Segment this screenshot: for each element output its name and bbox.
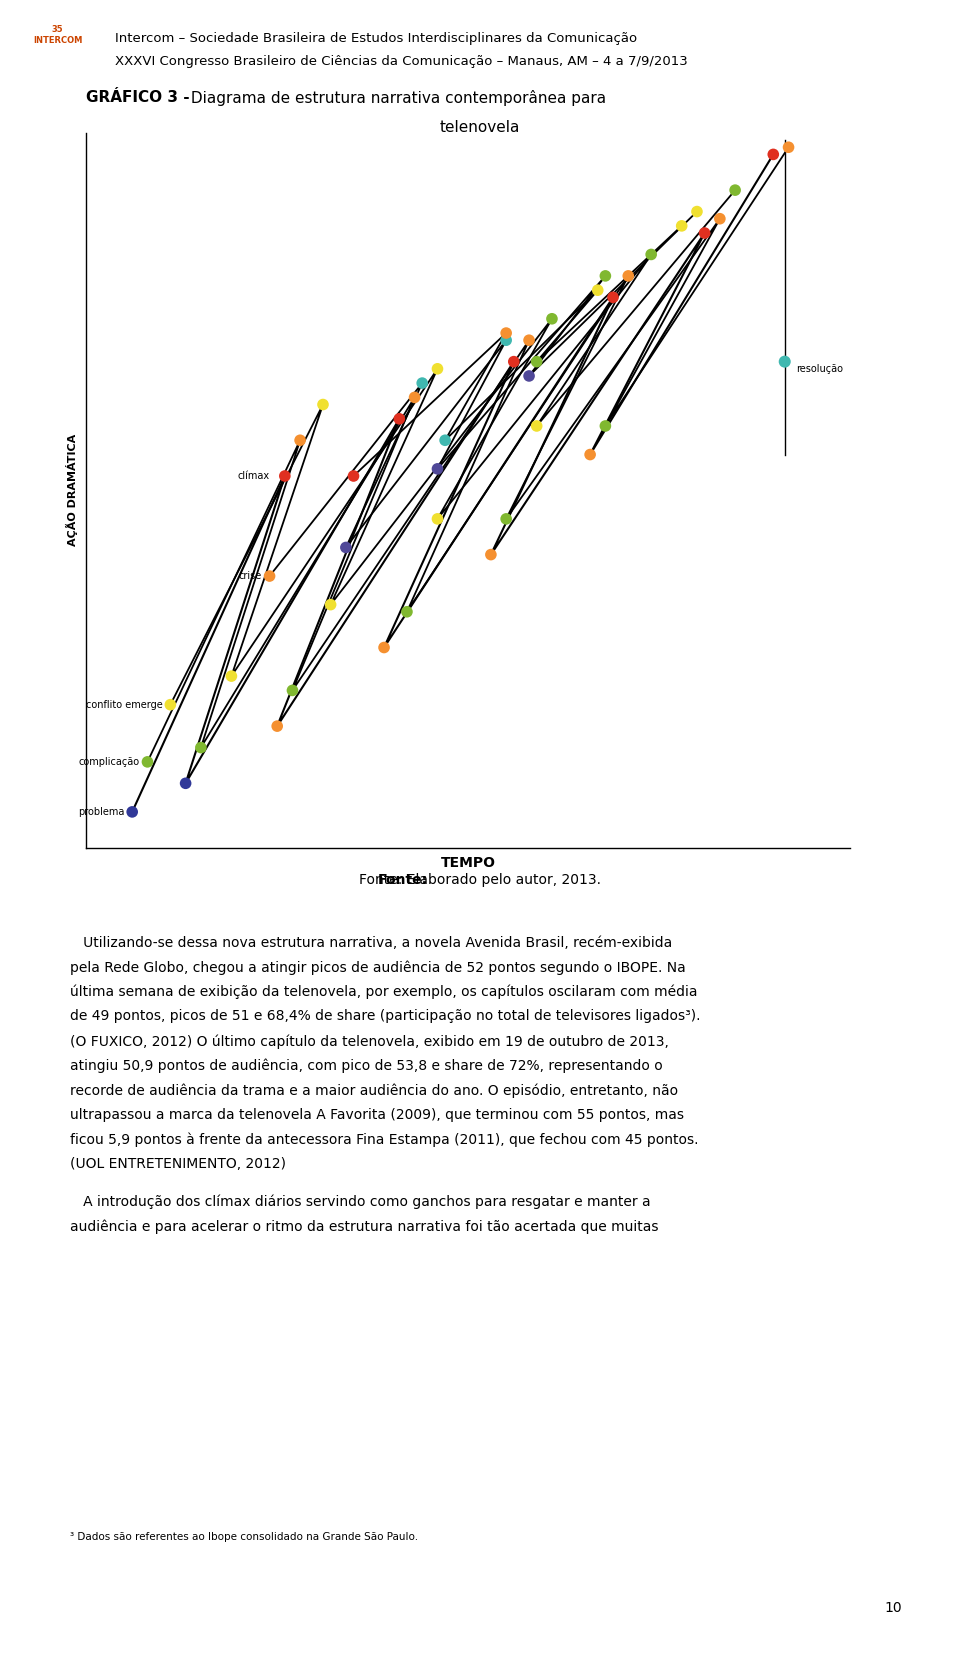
Point [285, 676, 300, 703]
Text: problema: problema [78, 806, 125, 818]
Point [766, 141, 781, 168]
Point [590, 278, 606, 304]
Text: ultrapassou a marca da telenovela A Favorita (2009), que terminou com 55 pontos,: ultrapassou a marca da telenovela A Favo… [70, 1109, 684, 1122]
Text: telenovela: telenovela [440, 120, 520, 135]
Point [399, 598, 415, 625]
Point [140, 748, 156, 774]
Point [125, 799, 140, 826]
Text: recorde de audiência da trama e a maior audiência do ano. O episódio, entretanto: recorde de audiência da trama e a maior … [70, 1084, 678, 1099]
Point [498, 319, 514, 346]
Point [293, 427, 308, 454]
Point [777, 349, 792, 376]
Point [529, 412, 544, 439]
Text: última semana de exibição da telenovela, por exemplo, os capítulos oscilaram com: última semana de exibição da telenovela,… [70, 986, 698, 999]
Text: XXXVI Congresso Brasileiro de Ciências da Comunicação – Manaus, AM – 4 a 7/9/201: XXXVI Congresso Brasileiro de Ciências d… [115, 55, 688, 68]
Text: complicação: complicação [79, 756, 140, 766]
Point [712, 206, 728, 233]
Point [606, 284, 621, 311]
Point [529, 349, 544, 376]
Point [506, 349, 521, 376]
Text: conflito emerge: conflito emerge [86, 700, 162, 710]
Text: GRÁFICO 3 -: GRÁFICO 3 - [86, 90, 190, 105]
Text: (O FUXICO, 2012) O último capítulo da telenovela, exibido em 19 de outubro de 20: (O FUXICO, 2012) O último capítulo da te… [70, 1034, 669, 1049]
Y-axis label: AÇÃO DRAMÁTICA: AÇÃO DRAMÁTICA [66, 434, 78, 547]
Point [483, 542, 498, 568]
Point [583, 440, 598, 469]
Point [620, 263, 636, 289]
Point [346, 462, 361, 489]
Point [521, 362, 537, 389]
Point [392, 406, 407, 432]
Point [193, 735, 208, 761]
Point [415, 371, 430, 397]
Point [270, 713, 285, 740]
X-axis label: TEMPO: TEMPO [441, 856, 495, 869]
Point [498, 505, 514, 532]
Text: (UOL ENTRETENIMENTO, 2012): (UOL ENTRETENIMENTO, 2012) [70, 1157, 286, 1172]
Point [430, 356, 445, 382]
Point [430, 505, 445, 532]
Text: pela Rede Globo, chegou a atingir picos de audiência de 52 pontos segundo o IBOP: pela Rede Globo, chegou a atingir picos … [70, 961, 685, 976]
Text: A introdução dos clímax diários servindo como ganchos para resgatar e manter a: A introdução dos clímax diários servindo… [70, 1195, 651, 1210]
Text: Diagrama de estrutura narrativa contemporânea para: Diagrama de estrutura narrativa contempo… [186, 90, 607, 106]
Text: audiência e para acelerar o ritmo da estrutura narrativa foi tão acertada que mu: audiência e para acelerar o ritmo da est… [70, 1220, 659, 1235]
Text: Fonte: Elaborado pelo autor, 2013.: Fonte: Elaborado pelo autor, 2013. [359, 873, 601, 886]
Text: resolução: resolução [796, 364, 843, 374]
Text: clímax: clímax [237, 470, 270, 480]
Text: Utilizando-se dessa nova estrutura narrativa, a novela Avenida Brasil, recém-exi: Utilizando-se dessa nova estrutura narra… [70, 936, 672, 949]
Point [315, 391, 330, 417]
Text: ³ Dados são referentes ao Ibope consolidado na Grande São Paulo.: ³ Dados são referentes ao Ibope consolid… [70, 1532, 419, 1542]
Text: ficou 5,9 pontos à frente da antecessora Fina Estampa (2011), que fechou com 45 : ficou 5,9 pontos à frente da antecessora… [70, 1132, 699, 1147]
Point [376, 635, 392, 661]
Point [728, 176, 743, 203]
Point [323, 592, 338, 618]
Point [178, 770, 193, 796]
Point [643, 241, 659, 268]
Point [498, 327, 514, 354]
Point [430, 455, 445, 482]
Text: 10: 10 [884, 1601, 901, 1614]
Point [262, 563, 277, 590]
Point [598, 263, 613, 289]
Text: Fonte:: Fonte: [377, 873, 427, 886]
Text: 35
INTERCOM: 35 INTERCOM [33, 25, 83, 45]
Text: de 49 pontos, picos de 51 e 68,4% de share (participação no total de televisores: de 49 pontos, picos de 51 e 68,4% de sha… [70, 1009, 701, 1024]
Point [338, 534, 353, 560]
Point [277, 462, 293, 489]
Point [598, 412, 613, 439]
Point [544, 306, 560, 332]
Text: Intercom – Sociedade Brasileira de Estudos Interdisciplinares da Comunicação: Intercom – Sociedade Brasileira de Estud… [115, 32, 637, 45]
Text: crise: crise [239, 572, 262, 582]
Point [407, 384, 422, 411]
Point [697, 219, 712, 246]
Point [780, 135, 796, 161]
Point [438, 427, 453, 454]
Point [224, 663, 239, 690]
Point [689, 198, 705, 224]
Text: atingiu 50,9 pontos de audiência, com pico de 53,8 e share de 72%, representando: atingiu 50,9 pontos de audiência, com pi… [70, 1059, 662, 1074]
Point [521, 327, 537, 354]
Point [674, 213, 689, 239]
Point [162, 691, 178, 718]
